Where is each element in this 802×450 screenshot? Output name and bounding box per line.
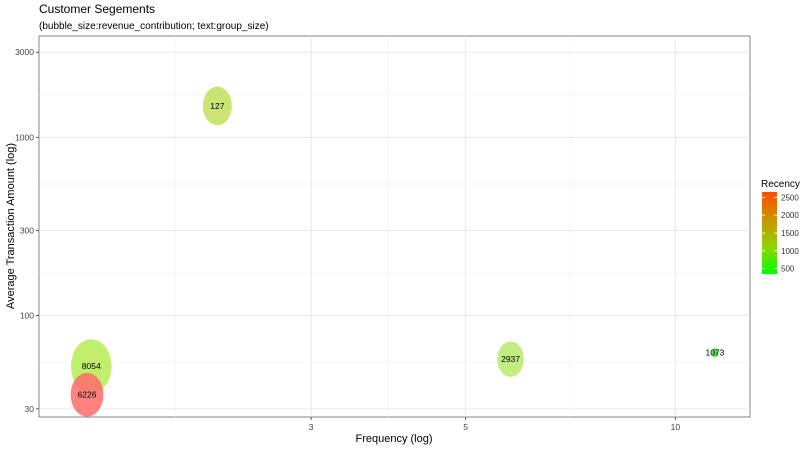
grid-lines <box>39 36 750 417</box>
y-axis-title: Average Transaction Amount (log) <box>5 143 17 309</box>
bubbles: 127 8054 6226 2937 1073 <box>70 86 725 417</box>
legend-colorbar <box>762 192 777 274</box>
bubble <box>70 372 104 417</box>
bubble-label: 2937 <box>501 354 520 364</box>
x-axis-title: Frequency (log) <box>355 433 432 445</box>
y-tick-label: 30 <box>25 404 35 414</box>
plot-panel <box>38 35 751 418</box>
y-tick-label: 1000 <box>15 132 34 142</box>
legend-tick-label: 2500 <box>781 193 799 202</box>
bubble-label: 6226 <box>78 390 97 400</box>
legend-ticks: 500 1000 1500 2000 2500 <box>762 193 799 274</box>
x-tick-label: 10 <box>671 422 681 432</box>
legend-tick-label: 500 <box>781 265 795 274</box>
x-axis: 3 5 10 <box>309 417 681 432</box>
bubble <box>711 348 719 358</box>
legend-tick-label: 1500 <box>781 229 799 238</box>
bubble-label: 127 <box>210 101 224 111</box>
chart-title: Customer Segements <box>39 2 155 16</box>
chart-subtitle: (bubble_size:revenue_contribution; text:… <box>39 21 269 32</box>
y-axis: 30 100 300 1000 3000 <box>15 47 39 414</box>
y-tick-label: 300 <box>20 226 34 236</box>
legend: Recency 500 1000 1500 2000 2500 <box>761 179 800 274</box>
bubble-label: 8054 <box>82 361 101 371</box>
legend-tick-label: 1000 <box>781 247 799 256</box>
legend-title: Recency <box>761 179 800 190</box>
legend-tick-label: 2000 <box>781 211 799 220</box>
bubble-label: 1073 <box>706 348 725 358</box>
y-tick-label: 3000 <box>15 47 34 57</box>
x-tick-label: 3 <box>309 422 314 432</box>
y-tick-label: 100 <box>20 311 34 321</box>
x-tick-label: 5 <box>463 422 468 432</box>
bubble <box>202 86 232 126</box>
bubble <box>497 341 524 377</box>
